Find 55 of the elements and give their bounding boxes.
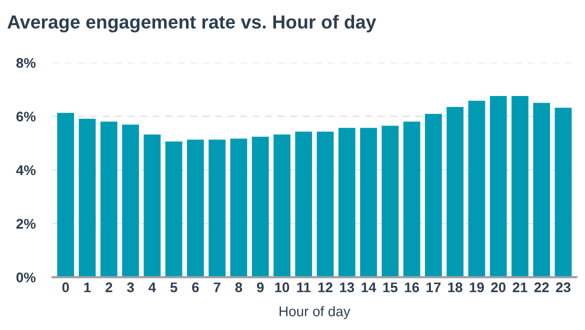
bar	[295, 132, 312, 278]
y-tick-label: 0%	[16, 272, 36, 282]
x-tick-label: 9	[256, 282, 264, 292]
bar	[446, 106, 464, 278]
x-tick-label: 0	[62, 282, 69, 292]
x-tick-label: 23	[556, 282, 570, 292]
y-tick-label: 8%	[16, 58, 36, 68]
x-tick-label: 19	[470, 282, 484, 292]
x-tick-label: 22	[534, 282, 549, 292]
x-tick-label: 21	[512, 282, 528, 292]
bar	[468, 100, 486, 278]
x-tick-label: 3	[126, 282, 134, 292]
x-tick-label: 7	[214, 282, 220, 292]
bar	[512, 96, 528, 278]
chart-title: Average engagement rate vs. Hour of day	[7, 14, 376, 32]
bar	[403, 122, 420, 278]
x-tick-label: 6	[192, 282, 199, 292]
y-tick-label: 6%	[16, 112, 36, 122]
bar	[144, 134, 161, 278]
x-tick-label: 5	[170, 282, 178, 292]
bar	[78, 118, 96, 278]
y-tick-label: 4%	[16, 165, 36, 176]
bar	[554, 108, 572, 278]
x-tick-label: 2	[106, 282, 112, 292]
x-tick-label: 13	[340, 282, 354, 292]
bar	[100, 122, 118, 278]
bar	[230, 138, 248, 278]
bar	[338, 128, 356, 278]
bar	[533, 102, 550, 278]
x-tick-label: 4	[148, 282, 156, 292]
bar	[252, 136, 269, 278]
x-tick-label: 16	[404, 282, 420, 292]
x-axis-title: Hour of day	[280, 306, 350, 320]
x-tick-label: 10	[275, 282, 290, 292]
x-tick-label: 11	[297, 282, 311, 292]
x-tick-label: 20	[491, 282, 506, 292]
bar	[360, 128, 377, 278]
bar	[122, 124, 139, 278]
y-tick-label: 2%	[16, 218, 36, 229]
bar	[274, 134, 290, 278]
x-tick-label: 14	[362, 282, 376, 292]
bar	[187, 140, 204, 278]
x-tick-label: 17	[426, 282, 441, 292]
bar	[424, 114, 442, 278]
bar	[490, 96, 507, 278]
bar	[316, 132, 334, 278]
bar	[57, 112, 74, 278]
x-tick-label: 18	[448, 282, 462, 292]
x-tick-label: 8	[235, 282, 242, 292]
bar	[208, 140, 226, 278]
x-tick-label: 15	[383, 282, 398, 292]
x-tick-label: 12	[318, 282, 332, 292]
x-tick-label: 1	[84, 282, 91, 292]
bar	[165, 142, 182, 278]
bar	[382, 126, 399, 278]
